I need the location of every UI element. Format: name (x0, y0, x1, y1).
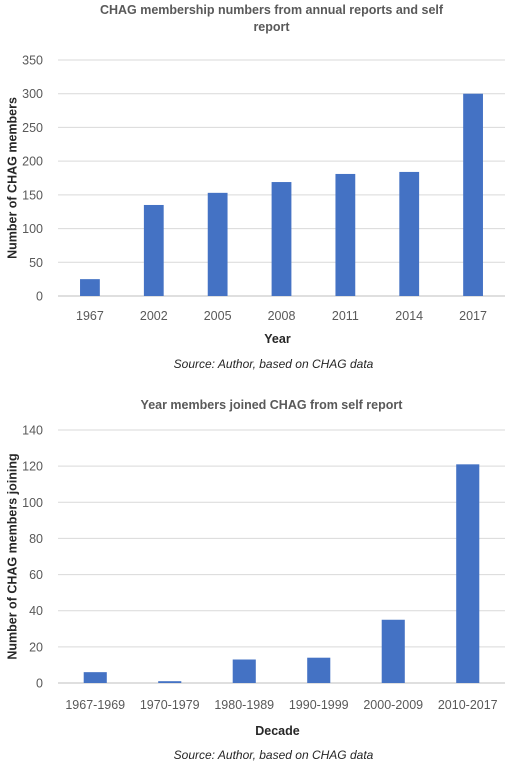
chart-2-x-axis-label: Decade (255, 724, 300, 738)
chart-1-bar-2005 (207, 192, 228, 296)
chart-1-bar-2008 (271, 182, 292, 296)
chart-1-y-tick-label: 200 (22, 155, 43, 169)
chart-1-bar-1967 (80, 279, 100, 296)
chart-2-bar-1970-1979 (158, 681, 182, 683)
chart-1-x-tick-label: 2005 (204, 309, 232, 323)
chart-2-y-tick-label: 140 (22, 424, 43, 438)
chart-1-y-tick-label: 350 (22, 54, 43, 68)
chart-1-x-tick-label: 1967 (76, 309, 104, 323)
chart-2-x-tick-label: 1967-1969 (65, 698, 125, 712)
chart-2-y-axis-label: Number of CHAG members joining (5, 453, 19, 659)
chart-1-x-tick-label: 2014 (395, 309, 423, 323)
chart-2-x-tick-label: 1990-1999 (289, 698, 349, 712)
chart-1-x-tick-label: 2002 (140, 309, 168, 323)
chart-1-title-line-2: report (253, 20, 290, 34)
chart-1-x-tick-label: 2008 (268, 309, 296, 323)
chart-2-y-tick-label: 0 (36, 677, 43, 691)
chart-1-source-note: Source: Author, based on CHAG data (174, 357, 374, 371)
chart-2-y-tick-label: 20 (29, 640, 43, 654)
chart-1-x-tick-label: 2017 (459, 309, 487, 323)
chart-2-y-tick-label: 60 (29, 568, 43, 582)
chart-1-y-tick-label: 300 (22, 87, 43, 101)
chart-1-title-line-1: CHAG membership numbers from annual repo… (100, 3, 444, 17)
chart-2-bar-1990-1999 (307, 657, 331, 683)
chart-2-bar-1980-1989 (232, 659, 256, 683)
chart-2-source-note: Source: Author, based on CHAG data (174, 748, 374, 762)
chart-1-x-tick-label: 2011 (332, 309, 359, 323)
chart-1-bar-2002 (143, 204, 164, 296)
chart-2-y-tick-label: 100 (22, 496, 43, 510)
chart-1-y-tick-label: 250 (22, 121, 43, 135)
chart-1-bar-2014 (399, 171, 420, 296)
chart-2-x-tick-label: 1980-1989 (214, 698, 274, 712)
chart-2-bar-2000-2009 (381, 619, 405, 683)
chart-1-y-axis-label: Number of CHAG members (5, 97, 19, 259)
chart-1-x-axis-label: Year (264, 332, 291, 346)
chart-1-y-tick-label: 100 (22, 222, 43, 236)
chart-1-bar-2011 (335, 173, 356, 296)
chart-2-x-tick-label: 2010-2017 (438, 698, 498, 712)
chart-2-title-line-1: Year members joined CHAG from self repor… (141, 398, 404, 412)
chart-2-bar-1967-1969 (83, 672, 107, 683)
chart-2-y-tick-label: 120 (22, 460, 43, 474)
chart-1-bar-2017 (463, 93, 483, 296)
chart-1-y-tick-label: 0 (36, 290, 43, 304)
chart-2-x-tick-label: 2000-2009 (363, 698, 423, 712)
chart-1-y-tick-label: 50 (29, 256, 43, 270)
chart-1-y-tick-label: 150 (22, 188, 43, 202)
chart-2-bar-2010-2017 (456, 464, 480, 683)
chart-2-y-tick-label: 40 (29, 604, 43, 618)
chart-2-y-tick-label: 80 (29, 532, 43, 546)
chart-2-x-tick-label: 1970-1979 (140, 698, 200, 712)
